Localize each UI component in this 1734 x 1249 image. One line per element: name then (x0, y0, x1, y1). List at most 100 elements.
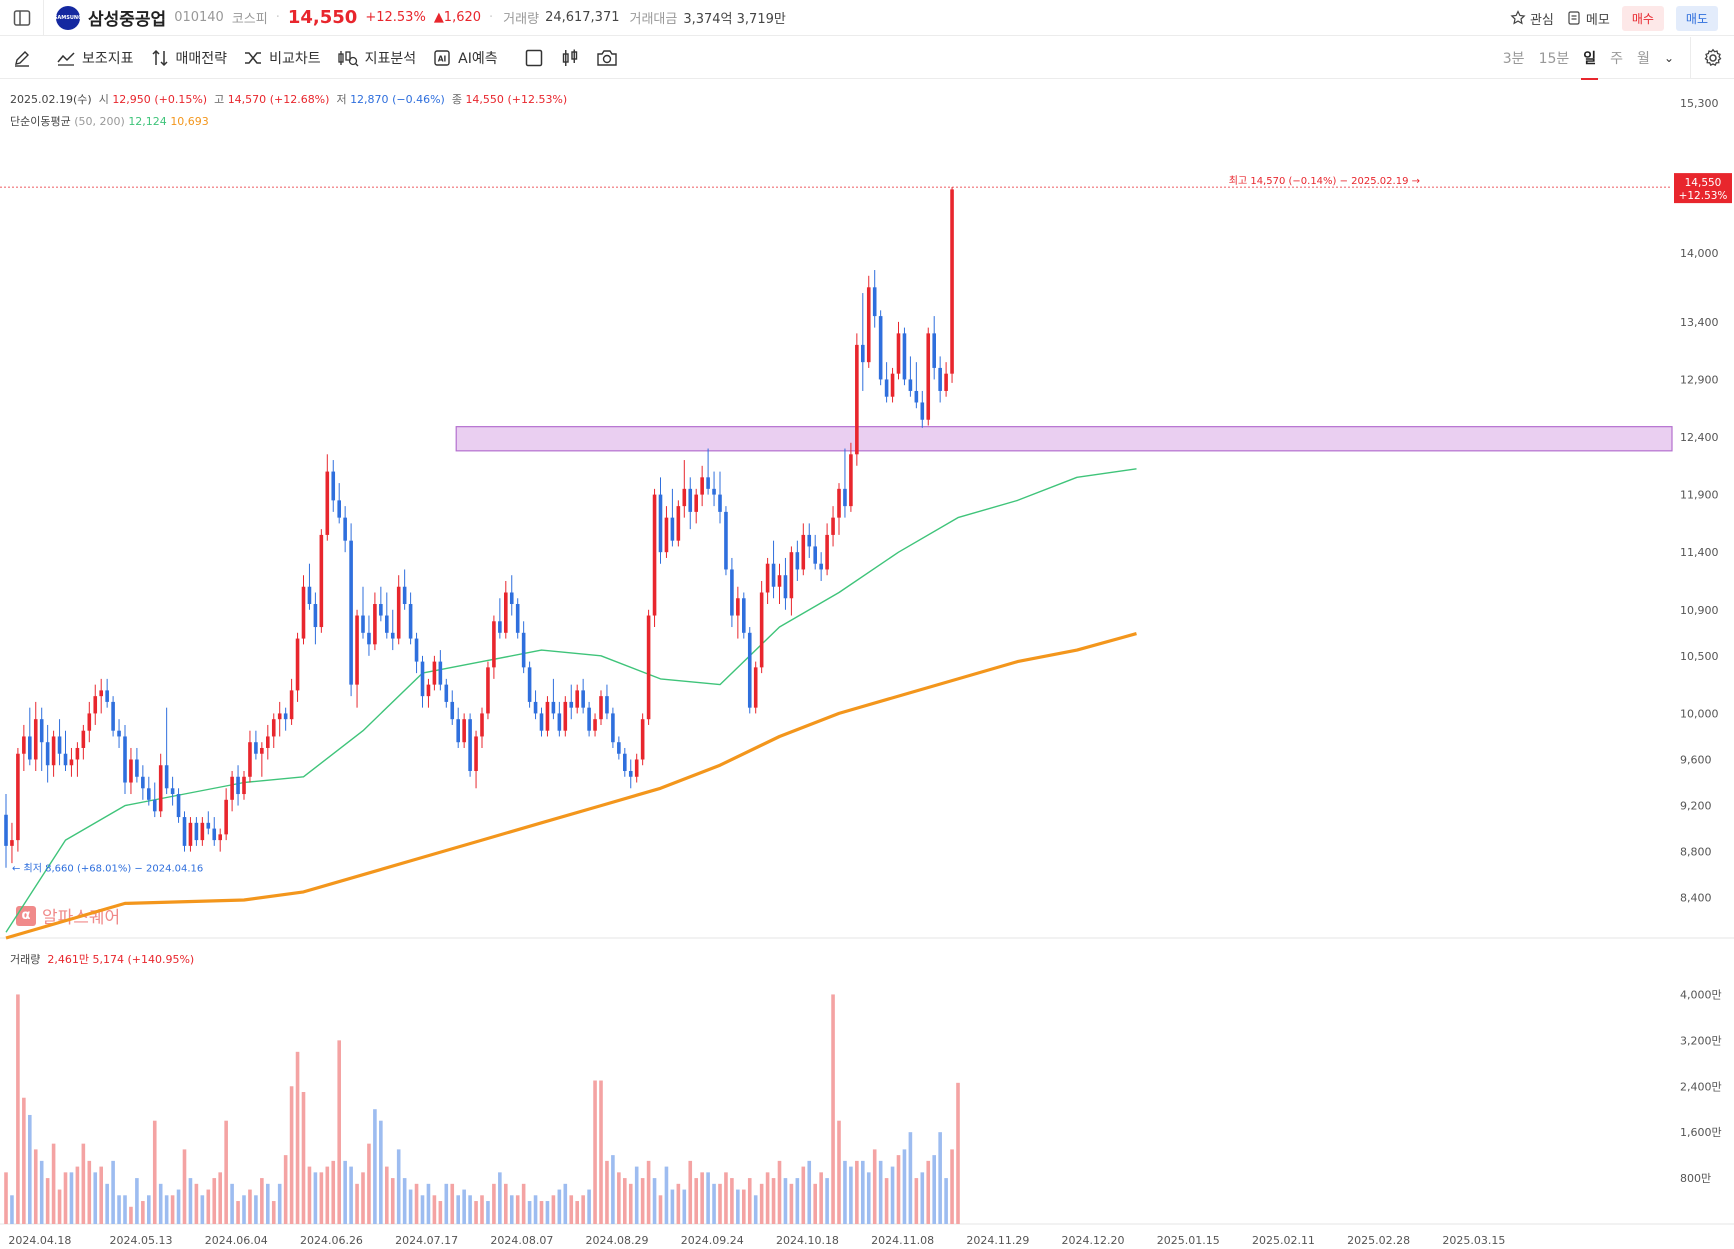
volume-bar (420, 1195, 425, 1224)
candle-body (224, 799, 228, 835)
price-tick-label: 14,000 (1680, 247, 1719, 260)
separator: · (489, 10, 494, 25)
candle-body (700, 477, 704, 495)
candle-body (509, 592, 514, 605)
volume-bar (319, 1172, 324, 1224)
timeframe-0[interactable]: 3분 (1502, 51, 1525, 67)
candle-body (712, 488, 716, 495)
favorite-button[interactable]: 관심 (1510, 9, 1554, 28)
volume-bar (920, 1172, 925, 1224)
candle-body (45, 742, 50, 766)
strategy-button[interactable]: 매매전략 (150, 48, 227, 68)
volume-bar (301, 1092, 306, 1224)
sidebar-toggle-button[interactable] (0, 0, 44, 36)
candle-body (212, 828, 217, 841)
candle-body (682, 488, 687, 507)
volume-bar (266, 1183, 270, 1224)
volume-bar (57, 1189, 62, 1224)
candle-body (57, 736, 62, 754)
volume-value: 24,617,371 (545, 10, 620, 25)
ohlc-legend: 2025.02.19(수) 시 12,950 (+0.15%) 고 14,570… (10, 91, 567, 107)
volume-bar (331, 1160, 336, 1224)
volume-bar (688, 1160, 693, 1224)
candle-body (504, 592, 508, 633)
timeframe-2[interactable]: 일 (1581, 48, 1599, 80)
analysis-button[interactable]: 지표분석 (337, 48, 416, 68)
volume-bar (789, 1183, 794, 1224)
volume-tick-label: 2,400만 (1680, 1080, 1722, 1093)
candle-body (63, 753, 68, 766)
candle-body (837, 488, 841, 518)
volume-bar (932, 1155, 936, 1224)
candle-body (4, 814, 8, 846)
candle-body (367, 632, 371, 645)
candle-body (480, 713, 484, 737)
volume-bar (271, 1201, 276, 1224)
volume-bar (533, 1195, 538, 1224)
memo-button[interactable]: 메모 (1566, 9, 1610, 28)
candle-body (765, 563, 770, 593)
candle-body (200, 822, 205, 841)
candle-body (147, 788, 151, 800)
high-annotation: 최고 14,570 (−0.14%) − 2025.02.19 → (1229, 175, 1420, 187)
sell-button[interactable]: 매도 (1675, 5, 1718, 31)
candle-body (890, 373, 895, 397)
market-name: 코스피 (231, 12, 268, 27)
candle-body (515, 604, 520, 633)
drawing-tool-button[interactable] (12, 48, 32, 68)
date-tick-label: 2024.05.13 (110, 1234, 173, 1247)
candle-body (878, 316, 883, 380)
timeframe-3[interactable]: 주 (1610, 51, 1624, 67)
volume-bar (75, 1166, 80, 1224)
volume-bar (581, 1195, 585, 1224)
candle-body (331, 471, 336, 501)
volume-bar (742, 1189, 746, 1224)
price-tick-label: 8,400 (1680, 892, 1712, 905)
change-amount: ▲1,620 (433, 10, 482, 25)
candle-body (920, 402, 925, 420)
volume-bar (896, 1155, 901, 1224)
date-tick-label: 2025.02.28 (1347, 1234, 1410, 1247)
close-value: 14,550 (465, 93, 504, 106)
ma-params: (50, 200) (74, 115, 125, 128)
volume-legend-value: 2,461만 5,174 (47, 953, 124, 966)
candle-body (694, 494, 698, 512)
settings-button[interactable] (1690, 37, 1734, 79)
volume-legend[interactable]: 거래량 2,461만 5,174 (+140.95%) (10, 951, 194, 967)
volume-bar (182, 1149, 187, 1224)
volume-bar (289, 1086, 294, 1224)
candle-body (206, 822, 211, 829)
candle-body (533, 701, 538, 714)
amount-label: 거래대금 (629, 12, 678, 27)
screenshot-button[interactable] (596, 48, 618, 68)
candle-body (777, 575, 782, 587)
volume-bar (492, 1183, 496, 1224)
ohlc-date: 2025.02.19(수) (10, 93, 92, 106)
candle-body (759, 592, 764, 668)
volume-bar (438, 1201, 443, 1224)
ai-forecast-button[interactable]: AI AI예측 (432, 48, 498, 68)
volume-tick-label: 1,600만 (1680, 1126, 1722, 1139)
indicator-button[interactable]: 보조지표 (56, 48, 134, 68)
chevron-down-icon[interactable]: ⌄ (1663, 51, 1674, 65)
date-tick-label: 2025.01.15 (1157, 1234, 1220, 1247)
header-actions: 관심 메모 매수 매도 (1510, 0, 1718, 36)
volume-bar (593, 1080, 597, 1224)
candle-body (753, 667, 758, 708)
box-tool-button[interactable] (524, 48, 544, 68)
candle-style-button[interactable] (560, 48, 580, 68)
buy-button[interactable]: 매수 (1621, 5, 1664, 31)
ma50-line (5, 468, 1137, 933)
compare-button[interactable]: 비교차트 (243, 48, 321, 68)
volume-bar (390, 1178, 395, 1224)
volume-bar (81, 1143, 86, 1224)
candle-body (527, 667, 532, 702)
camera-icon (596, 49, 617, 66)
timeframe-1[interactable]: 15분 (1538, 51, 1570, 67)
candle-body (325, 471, 330, 535)
ma-legend[interactable]: 단순이동평균 (50, 200) 12,124 10,693 (10, 113, 209, 129)
timeframe-4[interactable]: 월 (1637, 51, 1650, 67)
candle-body (22, 736, 26, 754)
candle-body (295, 638, 300, 691)
